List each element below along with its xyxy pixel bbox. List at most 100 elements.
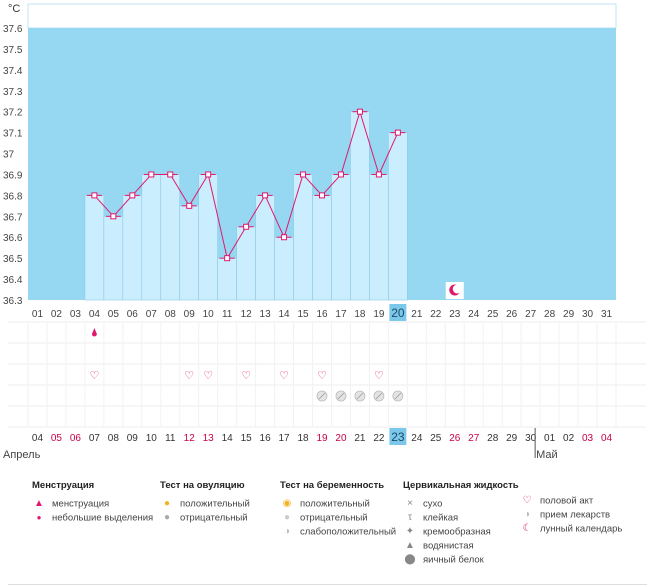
positive-test-icon: ● [163,498,171,509]
divider [8,584,647,585]
intercourse-marker: ♡ [279,369,289,382]
legend-label: слабоположительный [300,526,397,538]
date-label: 12 [184,433,196,444]
temperature-bar [293,174,313,301]
negative-test-icon: ● [163,512,171,523]
date-label: 19 [316,433,328,444]
y-tick-label: 37.5 [3,45,23,56]
date-label: 29 [506,433,518,444]
legend-title: Цервикальная жидкость [403,480,519,491]
temperature-bar [331,174,351,301]
temperature-point [91,192,98,199]
legend-label: отрицательный [300,512,368,524]
cycle-day-label: 15 [297,309,309,320]
temperature-point [394,129,401,136]
temperature-point [300,171,307,178]
menstruation-icon: ▲ [34,498,44,509]
y-tick-label: 37 [3,150,15,161]
date-label: 04 [601,433,613,444]
temperature-bar [84,195,105,301]
date-label: 02 [563,433,575,444]
legend-label: половой акт [540,495,594,507]
temperature-point [110,213,117,220]
legend-label: отрицательный [180,512,248,524]
creamy-icon: ✦ [405,526,415,537]
legend-title: Менструация [32,480,95,491]
intercourse-marker: ♡ [241,369,251,382]
temperature-bar [217,257,237,301]
medication-marker-line [318,392,326,400]
intercourse-marker: ♡ [89,369,99,382]
weak-positive-pregnancy-icon: ◑ [283,526,291,537]
intercourse-marker: ♡ [374,369,384,382]
watery-icon: ▲ [405,540,415,551]
temperature-bar [350,111,370,301]
temperature-point [243,223,250,230]
legend-ovulation-test: Тест на овуляцию ● положительный ● отрицат… [160,480,250,525]
y-tick-label: 37.6 [3,24,23,35]
spotting-marker [91,328,97,337]
cycle-day-label: 22 [430,309,442,320]
temperature-point [167,171,174,178]
positive-pregnancy-icon: ◉ [282,498,292,509]
cycle-day-label: 28 [544,309,556,320]
cycle-day-label: 03 [70,309,82,320]
date-label: 03 [582,433,594,444]
temperature-bar [103,216,124,301]
highlight-date-cell [389,428,407,445]
date-label: 08 [108,433,120,444]
medication-marker-line [394,392,402,400]
date-label: 13 [203,433,215,444]
highlight-day-cell [389,304,407,321]
legend-label: небольшие выделения [52,512,154,524]
date-label: 09 [127,433,139,444]
cycle-day-label: 16 [316,309,328,320]
date-label: 07 [89,433,101,444]
y-tick-label: 36.7 [3,212,23,223]
legend-label: кремообразная [423,526,491,538]
medication-icon: ◑ [523,509,531,520]
legend-label: лунный календарь [540,523,623,535]
cycle-day-label: 14 [279,309,291,320]
cycle-day-label: 17 [335,309,347,320]
cycle-day-label: 23 [449,309,461,320]
y-tick-label: 36.4 [3,275,23,286]
y-tick-label: 36.6 [3,233,23,244]
date-label: 25 [430,433,442,444]
date-label: 30 [525,433,537,444]
plot-header [27,3,617,29]
month-label: Апрель [3,449,41,461]
cycle-day-label: 30 [582,309,594,320]
date-label: 16 [260,433,272,444]
y-tick-label: 36.3 [3,296,23,307]
y-tick-label: 37.4 [3,66,23,77]
legend-label: сухо [423,498,443,510]
date-label: 26 [449,433,461,444]
date-label: 06 [70,433,82,444]
intercourse-icon: ♡ [522,495,532,506]
medication-marker-line [375,392,383,400]
temperature-point [319,192,325,199]
cycle-day-label: 25 [487,309,499,320]
cycle-day-label: 18 [354,309,366,320]
legend-title: Тест на беременность [280,480,385,491]
temperature-bar [179,205,200,301]
y-tick-label: 37.1 [3,129,23,140]
egg-white-icon: ⬤ [404,554,416,565]
temperature-point [356,108,363,115]
date-label: 04 [32,433,44,444]
date-label: 17 [279,433,291,444]
temperature-point [186,202,193,209]
date-label: 14 [222,433,234,444]
date-label: 27 [468,433,480,444]
temperature-bar [388,132,408,301]
cycle-day-label: 29 [563,309,575,320]
cycle-day-label: 07 [146,309,158,320]
legend-label: положительный [300,498,370,510]
cycle-day-label: 02 [51,309,63,320]
date-label: 22 [373,433,385,444]
bbt-chart: °C 37.6 37.5 37.4 37.3 37.2 37.1 37 36.9 36.8 36.7… [3,3,646,461]
legend-label: положительный [180,498,250,510]
y-tick-label: 36.8 [3,191,23,202]
temperature-point [205,171,212,178]
